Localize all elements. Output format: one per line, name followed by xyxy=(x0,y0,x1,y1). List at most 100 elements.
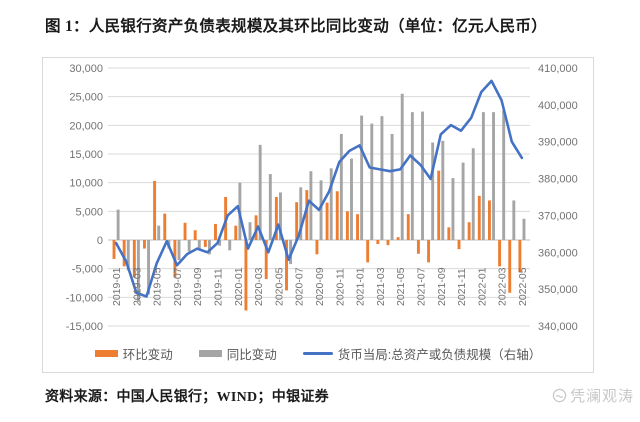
source-note: 资料来源：中国人民银行；WIND；中银证券 xyxy=(45,390,329,405)
bar-mom xyxy=(345,211,349,240)
bar-mom xyxy=(447,227,451,240)
bar-yoy xyxy=(370,123,374,240)
legend-item: 货币当局:总资产或负债规模（右轴） xyxy=(302,344,541,363)
bar-yoy xyxy=(421,111,424,240)
x-axis-label: 2021-09 xyxy=(436,267,448,306)
bar-mom xyxy=(467,222,471,240)
left-axis-tick: 30,000 xyxy=(69,63,103,75)
bar-mom xyxy=(193,230,197,240)
x-axis-label: 2022-03 xyxy=(497,267,509,306)
bar-yoy xyxy=(410,112,414,240)
bar-yoy xyxy=(390,133,394,240)
x-axis-label: 2022-01 xyxy=(476,267,488,306)
bar-yoy xyxy=(350,158,353,240)
bar-mom xyxy=(234,225,238,240)
bar-mom xyxy=(508,240,512,293)
bar-yoy xyxy=(492,112,495,240)
bar-mom xyxy=(285,240,288,291)
bar-yoy xyxy=(451,178,455,240)
right-axis-tick: 400,000 xyxy=(538,100,578,112)
bar-yoy xyxy=(187,240,191,252)
bar-yoy xyxy=(481,112,485,240)
legend-line-swatch xyxy=(302,352,333,355)
bar-yoy xyxy=(136,240,140,302)
bar-mom xyxy=(305,190,309,240)
bar-mom xyxy=(335,191,339,240)
bar-yoy xyxy=(339,133,343,240)
bar-yoy xyxy=(126,240,130,271)
left-axis-tick: -10,000 xyxy=(66,292,103,304)
bar-mom xyxy=(477,195,481,240)
bar-mom xyxy=(427,240,431,263)
right-axis-tick: 380,000 xyxy=(538,174,578,186)
bar-yoy xyxy=(441,140,445,240)
bar-yoy xyxy=(116,209,120,240)
chart-legend: 环比变动 同比变动 货币当局:总资产或负债规模（右轴） xyxy=(43,344,593,363)
right-axis-tick: 350,000 xyxy=(538,284,578,296)
line-series xyxy=(114,79,524,298)
x-axis-label: 2021-01 xyxy=(355,267,367,306)
bar-mom xyxy=(325,202,329,240)
bar-yoy xyxy=(299,187,303,240)
bar-yoy xyxy=(329,168,333,240)
x-axis-label: 2019-11 xyxy=(213,268,225,306)
x-axis-label: 2019-05 xyxy=(152,267,164,306)
bar-mom xyxy=(498,240,502,267)
bar-yoy xyxy=(147,240,151,295)
x-axis-label: 2021-07 xyxy=(415,267,427,306)
x-axis-label: 2019-07 xyxy=(172,267,184,306)
x-axis-label: 2020-05 xyxy=(273,267,285,306)
left-axis-tick: 10,000 xyxy=(69,178,103,190)
bar-yoy xyxy=(197,240,201,249)
right-axis-tick: 410,000 xyxy=(538,63,578,75)
bar-mom xyxy=(112,240,116,259)
bar-yoy xyxy=(461,162,465,240)
legend-label: 同比变动 xyxy=(226,348,277,362)
watermark: 凭澜观涛 xyxy=(552,385,634,406)
legend-label: 环比变动 xyxy=(122,348,173,362)
left-axis-tick: 0 xyxy=(97,235,103,247)
bar-yoy xyxy=(309,171,313,240)
chart-canvas: -15,000 -10,000 -5,000 0 5,000 10,000 15,000 20… xyxy=(66,63,578,333)
bar-mom xyxy=(518,240,522,273)
bar-yoy xyxy=(471,148,475,240)
x-axis-label: 2020-03 xyxy=(253,267,265,306)
bar-yoy xyxy=(279,192,282,240)
bar-mom xyxy=(244,240,248,311)
x-axis-label: 2021-03 xyxy=(375,267,387,306)
x-axis-label: 2019-03 xyxy=(131,267,143,306)
x-axis-label: 2020-01 xyxy=(233,267,245,306)
x-axis-label: 2021-05 xyxy=(395,267,407,306)
right-axis-tick: 370,000 xyxy=(538,210,578,222)
bar-mom xyxy=(396,237,400,240)
left-axis-tick: 15,000 xyxy=(69,149,103,161)
bar-mom xyxy=(203,240,207,247)
bar-mom xyxy=(163,213,167,240)
bar-yoy xyxy=(157,225,161,240)
right-axis-tick: 340,000 xyxy=(538,321,578,333)
right-axis-tick: 390,000 xyxy=(538,137,578,149)
bar-yoy xyxy=(360,115,364,240)
watermark-icon xyxy=(552,388,567,403)
chart-area: -15,000 -10,000 -5,000 0 5,000 10,000 15,000 20… xyxy=(42,57,594,373)
bar-mom xyxy=(264,240,268,279)
bar-yoy xyxy=(228,240,232,251)
bar-mom xyxy=(183,222,187,240)
bar-mom xyxy=(143,240,146,249)
left-axis-tick: 5,000 xyxy=(75,206,103,218)
bar-mom xyxy=(386,240,390,246)
bar-mom xyxy=(366,240,370,263)
bar-yoy xyxy=(248,222,252,240)
left-axis-tick: -5,000 xyxy=(72,264,103,276)
bar-yoy xyxy=(258,144,262,240)
bar-mom xyxy=(122,240,126,267)
bar-yoy xyxy=(207,240,211,255)
legend-item: 同比变动 xyxy=(198,344,277,363)
bar-mom xyxy=(132,240,136,278)
bar-yoy xyxy=(512,200,516,240)
left-axis-tick: -15,000 xyxy=(66,321,103,333)
bar-mom xyxy=(416,240,420,254)
bar-mom xyxy=(376,240,380,245)
x-axis-label: 2019-01 xyxy=(111,267,123,306)
bar-mom xyxy=(356,214,359,240)
